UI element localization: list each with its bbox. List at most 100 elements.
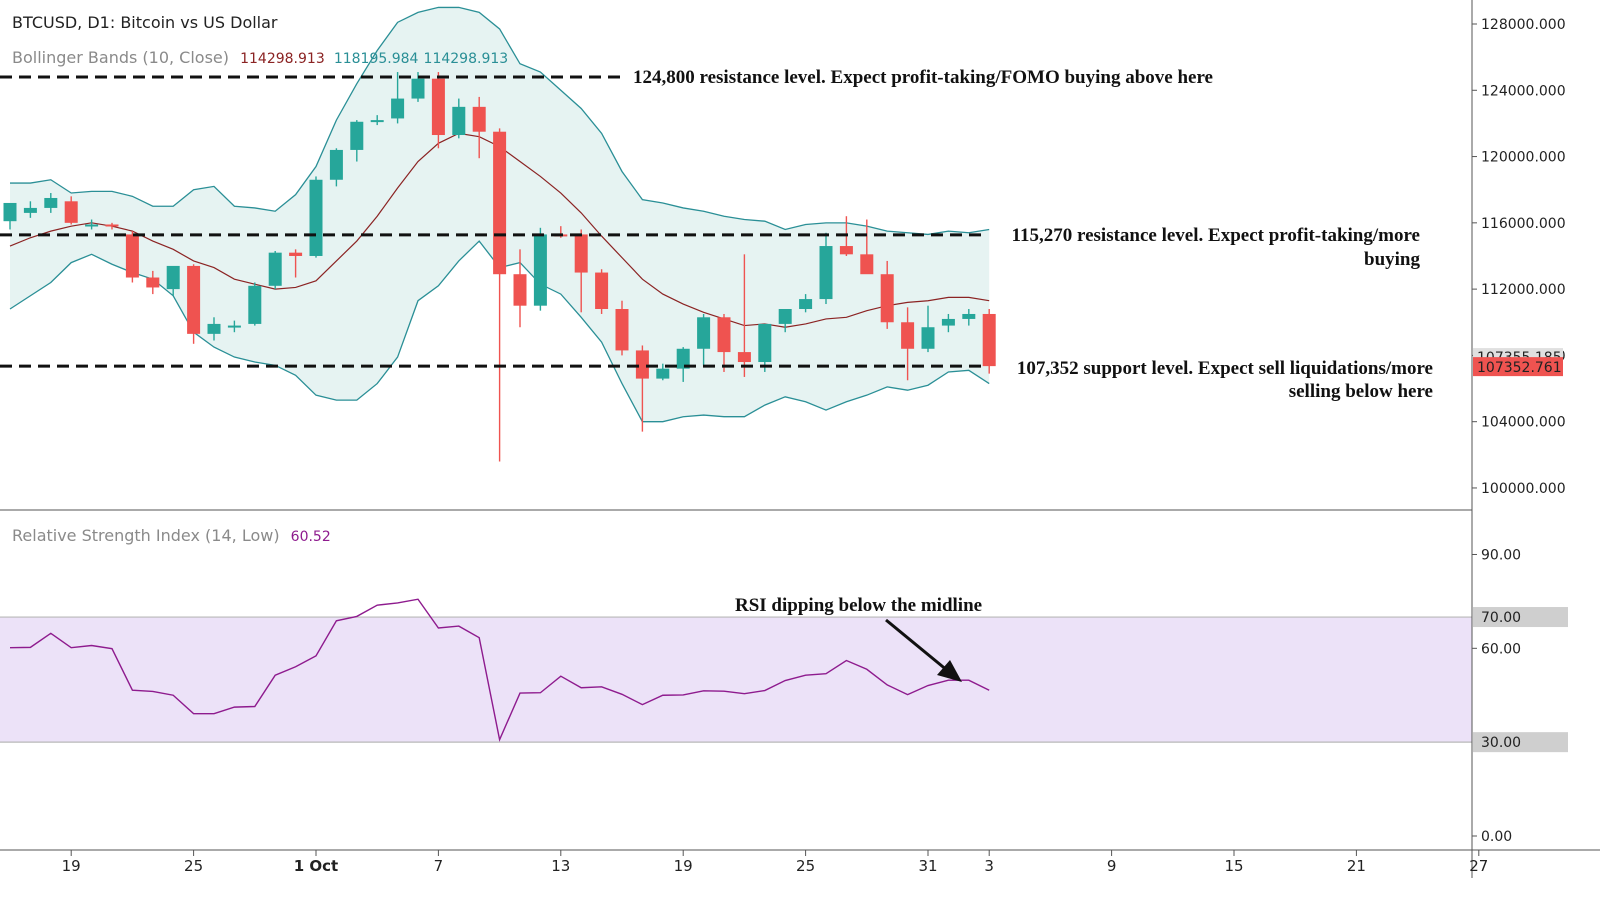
candle-body bbox=[758, 323, 772, 363]
candle-body bbox=[350, 121, 364, 150]
bb-legend: Bollinger Bands (10, Close) 114298.913 1… bbox=[12, 48, 508, 67]
price-tick-label: 104000.000 bbox=[1481, 415, 1566, 431]
rsi-tick-label: 90.00 bbox=[1481, 547, 1521, 563]
candle bbox=[452, 98, 466, 139]
bb-value-lower: 114298.913 bbox=[423, 51, 509, 67]
price-tick-label: 120000.000 bbox=[1481, 150, 1566, 166]
candle bbox=[880, 260, 894, 329]
time-tick-label: 25 bbox=[184, 857, 203, 875]
candle-body bbox=[44, 197, 58, 208]
price-tag-last: 107352.761 bbox=[1477, 360, 1562, 376]
axis-labels: 128000.000 124000.000 120000.000 116000.000… bbox=[62, 17, 1568, 875]
candle bbox=[391, 72, 405, 124]
price-tick-label: 112000.000 bbox=[1481, 282, 1566, 298]
candle bbox=[717, 313, 731, 372]
candle-body bbox=[411, 78, 425, 99]
candle bbox=[329, 148, 343, 187]
rsi-level-tag: 30.00 bbox=[1481, 735, 1521, 751]
candle bbox=[615, 300, 629, 356]
chart-title: BTCUSD, D1: Bitcoin vs US Dollar bbox=[12, 13, 278, 32]
time-tick-label: 19 bbox=[62, 857, 81, 875]
candle-body bbox=[207, 323, 221, 334]
rsi-annotation-arrow-shaft bbox=[885, 618, 949, 673]
candle bbox=[656, 363, 670, 381]
rsi-annotation-arrow-head bbox=[937, 660, 962, 682]
candle bbox=[268, 251, 282, 290]
candle bbox=[982, 309, 996, 374]
candle-body bbox=[248, 285, 262, 324]
candle-body bbox=[493, 131, 507, 275]
candle bbox=[105, 222, 119, 230]
price-tick-label: 116000.000 bbox=[1481, 216, 1566, 232]
candle-body bbox=[3, 202, 17, 222]
candle-body bbox=[391, 98, 405, 119]
candle-body bbox=[676, 348, 690, 369]
candle-body bbox=[309, 179, 323, 256]
candle bbox=[44, 193, 58, 213]
candle bbox=[860, 219, 874, 275]
candle-body bbox=[982, 313, 996, 367]
time-tick-label: 3 bbox=[984, 857, 994, 875]
candle bbox=[676, 347, 690, 382]
candle-body bbox=[656, 368, 670, 379]
time-tick-label: 7 bbox=[434, 857, 444, 875]
time-tick-label: 21 bbox=[1347, 857, 1366, 875]
rsi-band-fill bbox=[0, 617, 1472, 743]
candle-body bbox=[105, 224, 119, 227]
candle bbox=[595, 269, 609, 314]
time-tick-label: 25 bbox=[796, 857, 815, 875]
candle-body bbox=[941, 318, 955, 326]
candle-body bbox=[921, 327, 935, 349]
candle bbox=[23, 201, 37, 218]
candle bbox=[472, 96, 486, 159]
candle-body bbox=[799, 299, 813, 310]
support-label-107352-line1: 107,352 support level. Expect sell liqui… bbox=[1017, 358, 1433, 379]
candle-body bbox=[737, 352, 751, 363]
rsi-tick-label: 0.00 bbox=[1481, 829, 1512, 845]
bb-value-mid: 114298.913 bbox=[240, 51, 325, 67]
resistance-label-124800: 124,800 resistance level. Expect profit-… bbox=[633, 67, 1213, 88]
rsi-legend: Relative Strength Index (14, Low) 60.52 bbox=[12, 526, 331, 545]
candle bbox=[799, 294, 813, 313]
candle bbox=[431, 72, 445, 149]
candle bbox=[941, 313, 955, 333]
candle-body bbox=[64, 201, 78, 223]
candle bbox=[901, 307, 915, 381]
candle bbox=[635, 345, 649, 432]
candle bbox=[350, 120, 364, 162]
resistance-label-115270-line2: buying bbox=[1364, 249, 1420, 270]
rsi-line bbox=[9, 598, 990, 742]
candle bbox=[85, 219, 99, 230]
resistance-label-115270-line1: 115,270 resistance level. Expect profit-… bbox=[1012, 225, 1420, 246]
candle bbox=[248, 282, 262, 326]
time-tick-label: 31 bbox=[918, 857, 937, 875]
rsi-panel: RSI dipping below the midline bbox=[0, 595, 1472, 743]
candle bbox=[737, 254, 751, 377]
rsi-level-tag-bg bbox=[1473, 732, 1568, 753]
candle bbox=[64, 196, 78, 225]
candle bbox=[146, 270, 160, 295]
candle-body bbox=[268, 252, 282, 286]
rsi-annotation: RSI dipping below the midline bbox=[735, 595, 982, 616]
candle bbox=[758, 323, 772, 372]
bb-value-upper: 118195.984 bbox=[333, 51, 419, 67]
candle bbox=[3, 202, 17, 230]
candles bbox=[3, 72, 996, 462]
candle bbox=[819, 232, 833, 305]
rsi-level-tag: 70.00 bbox=[1481, 610, 1521, 626]
support-label-107352-line2: selling below here bbox=[1289, 381, 1433, 402]
bb-label: Bollinger Bands (10, Close) bbox=[12, 48, 230, 67]
candle bbox=[513, 249, 527, 328]
candle-body bbox=[717, 317, 731, 353]
candle bbox=[921, 305, 935, 353]
candle-body bbox=[227, 325, 241, 328]
candle-body bbox=[839, 246, 853, 255]
candle-body bbox=[125, 234, 139, 278]
candle-body bbox=[697, 317, 711, 349]
candle-body bbox=[187, 265, 201, 334]
candle bbox=[227, 320, 241, 333]
price-tick-label: 100000.000 bbox=[1481, 481, 1566, 497]
candle bbox=[125, 231, 139, 283]
candle-body bbox=[23, 207, 37, 213]
